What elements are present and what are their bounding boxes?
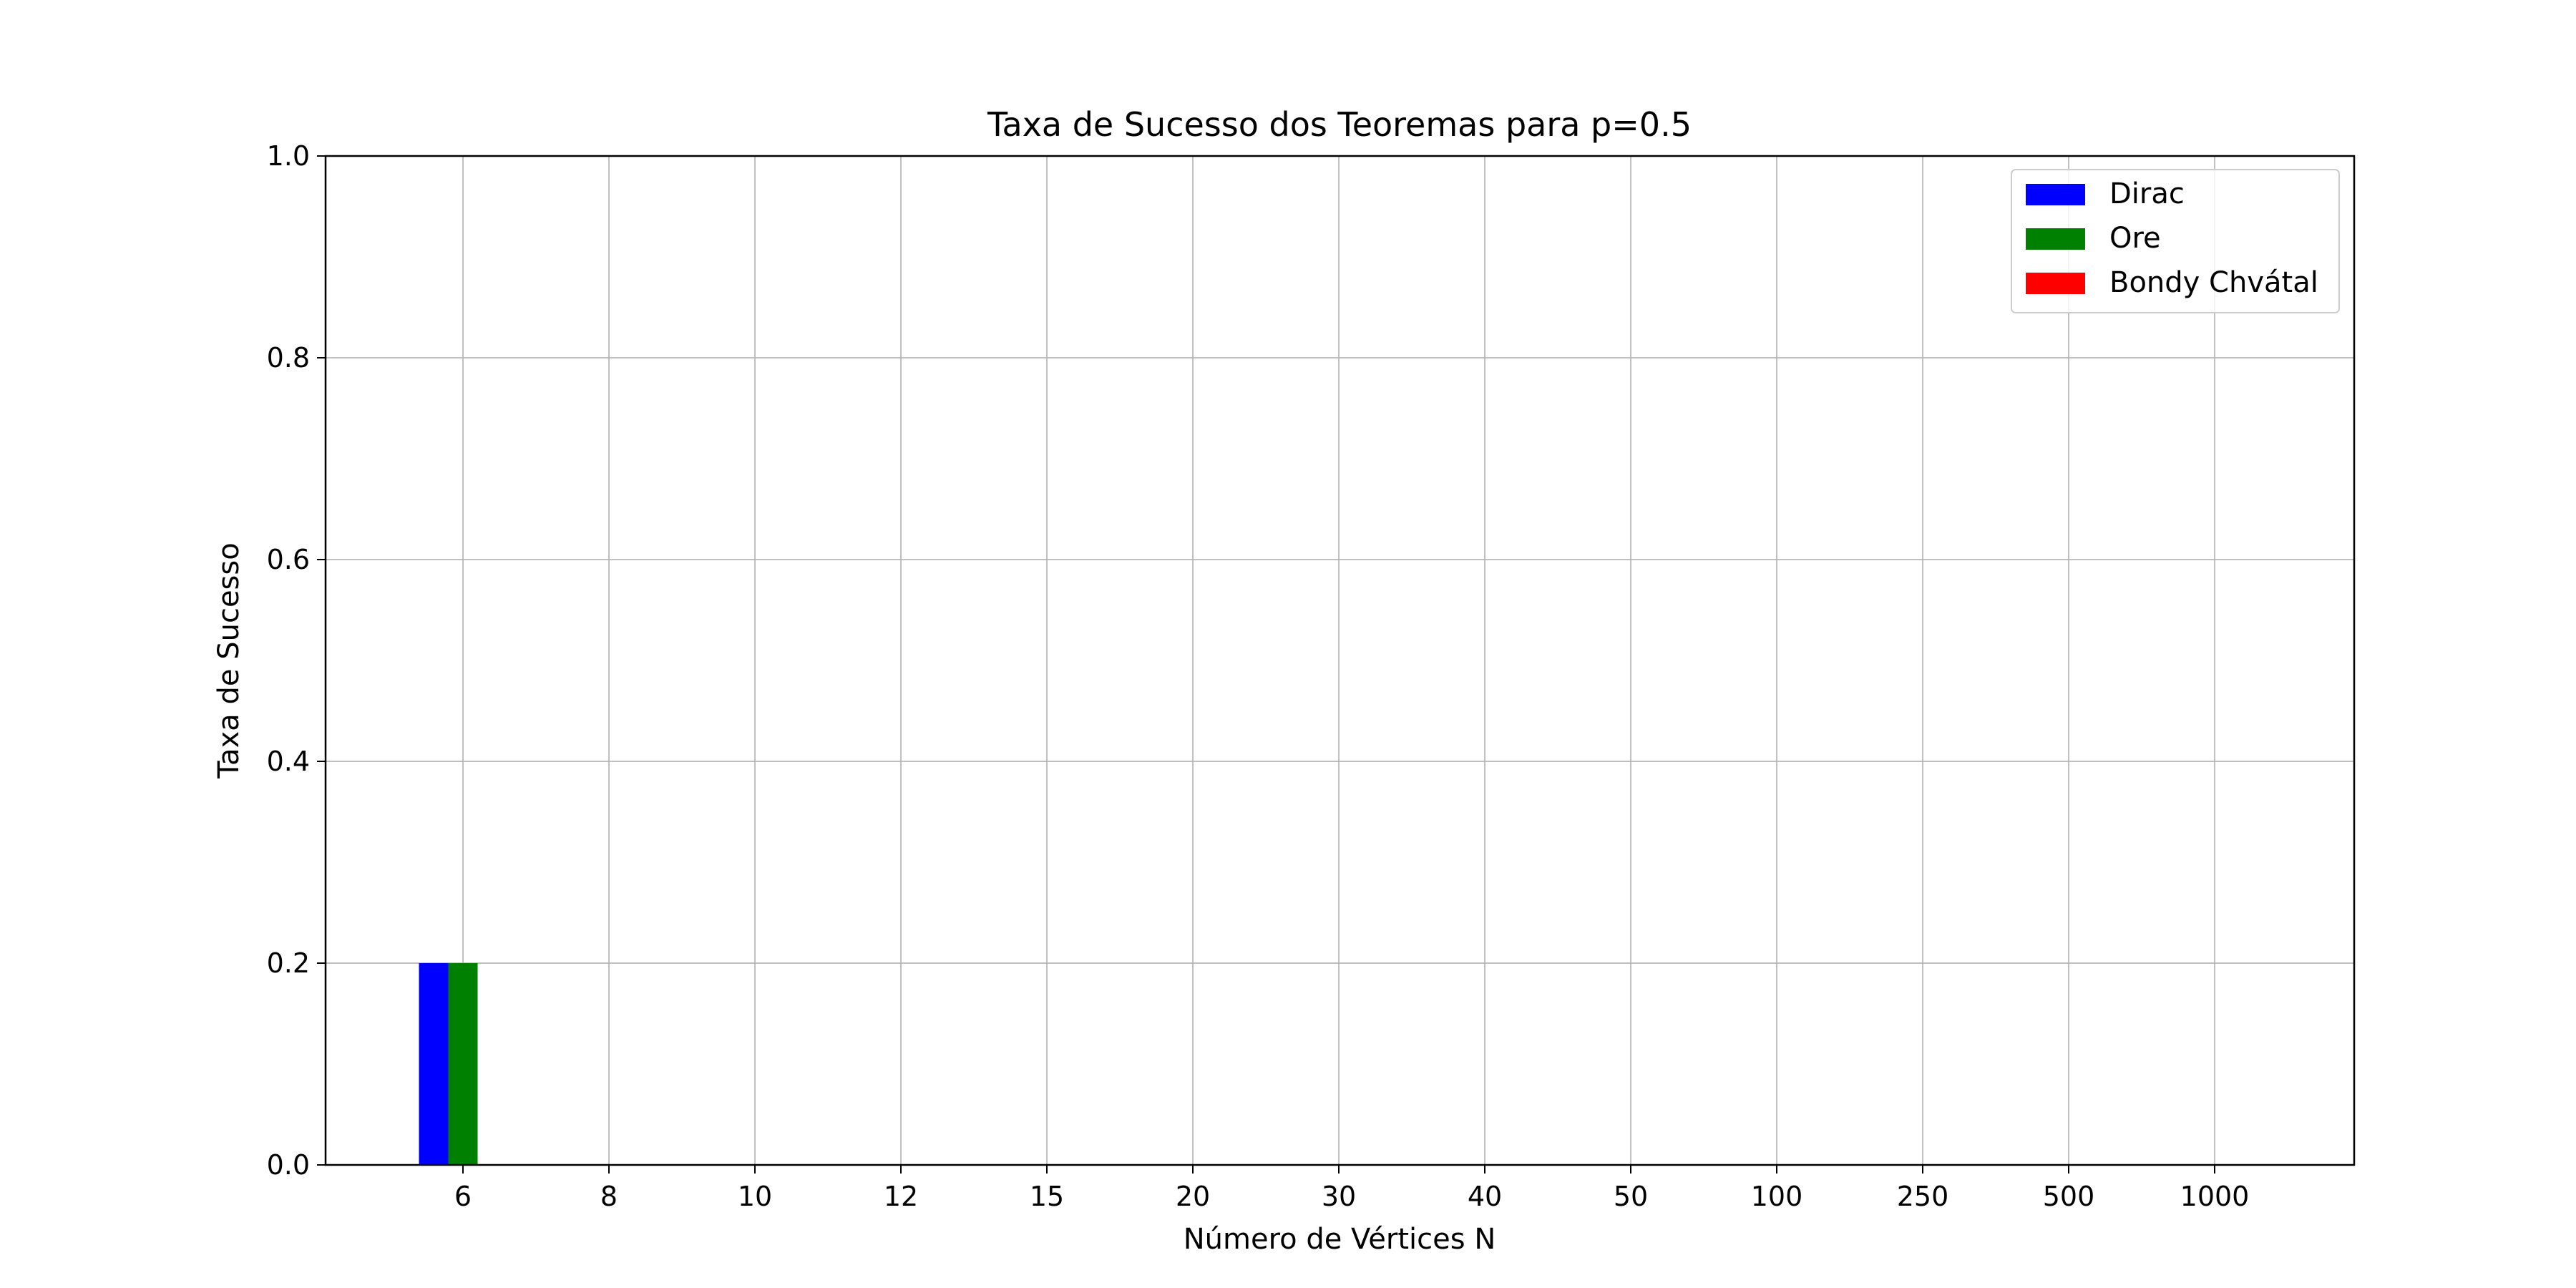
plot-area xyxy=(326,156,2354,1165)
ticks: 0.0 0.2 0.4 0.6 0.8 1.0 6 8 10 12 15 20 30 40 50 100 250… xyxy=(267,140,2250,1212)
legend-box xyxy=(2011,169,2340,313)
x-tick-label: 20 xyxy=(1176,1181,1210,1212)
y-axis-label: Taxa de Sucesso xyxy=(213,542,245,779)
chart-title: Taxa de Sucesso dos Teoremas para p=0.5 xyxy=(987,105,1692,144)
y-tick-label: 1.0 xyxy=(267,140,310,172)
y-tick-label: 0.4 xyxy=(267,746,310,777)
y-tick-label: 0.0 xyxy=(267,1149,310,1181)
bar xyxy=(419,963,449,1165)
legend-label: Dirac xyxy=(2109,177,2185,210)
x-tick-label: 10 xyxy=(738,1181,772,1212)
x-tick-label: 50 xyxy=(1614,1181,1648,1212)
legend-swatch xyxy=(2026,184,2085,205)
x-tick-label: 1000 xyxy=(2180,1181,2250,1212)
x-tick-label: 250 xyxy=(1897,1181,1949,1212)
legend-label: Ore xyxy=(2109,222,2161,255)
bars xyxy=(419,963,478,1165)
x-tick-label: 500 xyxy=(2043,1181,2095,1212)
legend-swatch xyxy=(2026,228,2085,250)
x-axis-label: Número de Vértices N xyxy=(1184,1223,1496,1256)
y-tick-label: 0.6 xyxy=(267,544,310,575)
x-tick-label: 12 xyxy=(884,1181,918,1212)
x-tick-label: 6 xyxy=(454,1181,472,1212)
plot-frame xyxy=(324,155,2356,1166)
legend: Dirac Ore Bondy Chvátal xyxy=(2011,169,2340,313)
y-tick-label: 0.8 xyxy=(267,342,310,374)
x-tick-label: 100 xyxy=(1751,1181,1803,1212)
x-tick-label: 30 xyxy=(1322,1181,1356,1212)
x-tick-label: 40 xyxy=(1468,1181,1502,1212)
x-tick-label: 15 xyxy=(1030,1181,1064,1212)
x-tick-label: 8 xyxy=(600,1181,618,1212)
legend-swatch xyxy=(2026,273,2085,294)
y-tick-label: 0.2 xyxy=(267,947,310,979)
bar xyxy=(448,963,478,1165)
legend-label: Bondy Chvátal xyxy=(2109,266,2318,299)
